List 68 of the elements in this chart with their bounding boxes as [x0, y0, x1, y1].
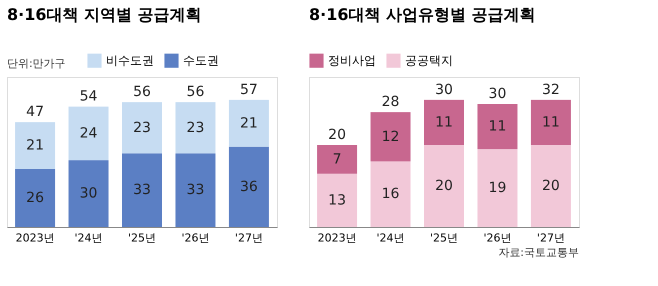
bar	[477, 104, 518, 150]
total-label: 30	[435, 82, 453, 98]
legend-label: 비수도권	[106, 54, 154, 68]
data-label: 21	[26, 138, 44, 154]
bar	[477, 149, 518, 227]
legend-label: 공공택지	[405, 54, 453, 68]
bar	[68, 106, 109, 160]
bar	[370, 112, 411, 162]
bar	[370, 161, 411, 227]
data-label: 11	[542, 114, 560, 130]
data-label: 19	[488, 180, 506, 196]
data-label: 21	[240, 115, 258, 132]
bar	[530, 100, 571, 145]
data-label: 33	[133, 182, 151, 198]
bar	[424, 144, 464, 227]
bar	[175, 153, 216, 227]
total-label: 57	[240, 82, 258, 98]
x-tick-label: '26년	[483, 232, 512, 244]
data-label: 24	[80, 125, 98, 142]
legend-label: 수도권	[183, 54, 219, 68]
chart-title: 8·16대책 지역별 공급계획	[7, 5, 202, 24]
data-label: 16	[382, 186, 400, 202]
bar	[122, 102, 162, 154]
bar	[530, 144, 571, 227]
data-label: 13	[328, 192, 346, 208]
total-label: 30	[488, 86, 506, 102]
text: 자료:국토교통부	[498, 246, 579, 259]
data-label: 23	[133, 120, 151, 136]
x-tick-label: '27년	[536, 232, 565, 244]
bar	[228, 100, 269, 147]
data-label: 30	[80, 186, 98, 202]
bar	[15, 169, 56, 227]
bar	[424, 100, 464, 145]
data-label: 36	[240, 178, 258, 195]
total-label: 54	[80, 88, 98, 105]
x-tick-label: '25년	[430, 232, 458, 244]
total-label: 47	[26, 104, 44, 120]
bar	[68, 160, 109, 227]
bar	[122, 153, 162, 227]
bar	[317, 144, 358, 174]
x-tick-label: '24년	[74, 232, 103, 244]
bar	[228, 146, 269, 227]
x-tick-label: '26년	[181, 232, 210, 244]
bar	[317, 174, 358, 227]
total-label: 56	[133, 84, 151, 100]
data-label: 11	[488, 118, 506, 135]
data-label: 11	[435, 114, 453, 130]
data-label: 20	[542, 178, 560, 194]
x-tick-label: '25년	[128, 232, 156, 244]
data-label: 7	[332, 151, 342, 168]
x-tick-label: 2023년	[318, 232, 357, 244]
data-label: 12	[382, 128, 400, 145]
data-label: 23	[186, 120, 204, 136]
total-label: 32	[542, 82, 560, 98]
text: 단위:만가구	[7, 57, 66, 70]
total-label: 56	[186, 84, 204, 100]
chart-title: 8·16대책 사업유형별 공급계획	[309, 5, 536, 24]
x-tick-label: '27년	[234, 232, 263, 244]
bar	[15, 122, 56, 170]
data-label: 20	[435, 178, 453, 194]
legend-label: 정비사업	[328, 54, 376, 68]
x-tick-label: '24년	[376, 232, 405, 244]
x-tick-label: 2023년	[16, 232, 55, 244]
data-label: 26	[26, 190, 44, 206]
total-label: 20	[328, 126, 346, 143]
bar	[175, 102, 216, 154]
data-label: 33	[186, 182, 204, 198]
total-label: 28	[382, 94, 400, 110]
